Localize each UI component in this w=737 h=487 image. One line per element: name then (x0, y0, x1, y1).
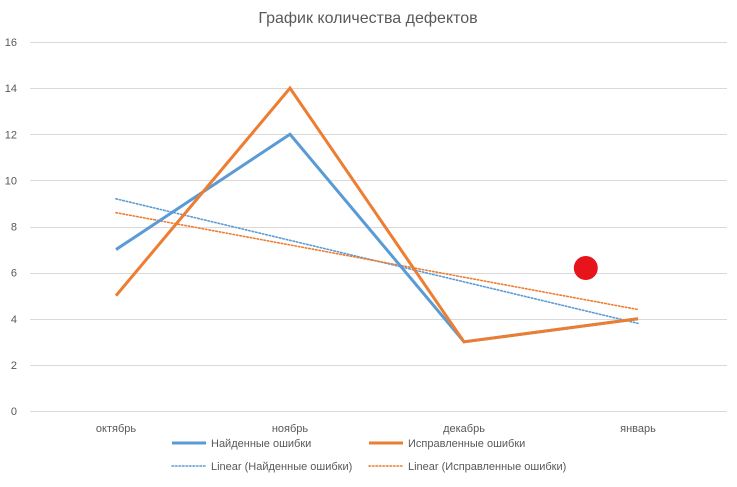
x-tick-label: декабрь (443, 423, 485, 435)
y-tick-label: 8 (11, 222, 17, 234)
y-tick-label: 6 (11, 268, 17, 280)
series-layer (116, 88, 638, 342)
legend-label: Linear (Найденные ошибки) (211, 461, 352, 473)
legend: Найденные ошибки Исправленные ошибки Linea… (172, 438, 566, 473)
series-line-1 (116, 134, 638, 342)
series-line-2 (116, 88, 638, 342)
legend-series-1: Найденные ошибки (172, 438, 311, 450)
chart-title: График количества дефектов (258, 10, 477, 27)
grid-layer (30, 43, 727, 412)
annotation-layer (574, 256, 598, 280)
legend-label: Найденные ошибки (211, 438, 311, 450)
x-tick-label: октябрь (96, 423, 136, 435)
highlight-marker (574, 256, 598, 280)
y-tick-label: 14 (5, 83, 17, 95)
axis-labels: 0 2 4 6 8 10 12 14 16 октябрь ноябрь декабрь январь (5, 37, 656, 435)
y-tick-label: 0 (11, 406, 17, 418)
y-tick-label: 2 (11, 360, 17, 372)
y-tick-label: 4 (11, 314, 17, 326)
y-tick-label: 10 (5, 175, 17, 187)
legend-series-2: Исправленные ошибки (369, 438, 525, 450)
legend-trendline-2: Linear (Исправленные ошибки) (369, 461, 566, 473)
x-tick-label: январь (620, 423, 656, 435)
y-tick-label: 12 (5, 129, 17, 141)
y-tick-label: 16 (5, 37, 17, 49)
x-tick-label: ноябрь (272, 423, 309, 435)
legend-label: Исправленные ошибки (408, 438, 525, 450)
legend-label: Linear (Исправленные ошибки) (408, 461, 566, 473)
legend-trendline-1: Linear (Найденные ошибки) (172, 461, 352, 473)
